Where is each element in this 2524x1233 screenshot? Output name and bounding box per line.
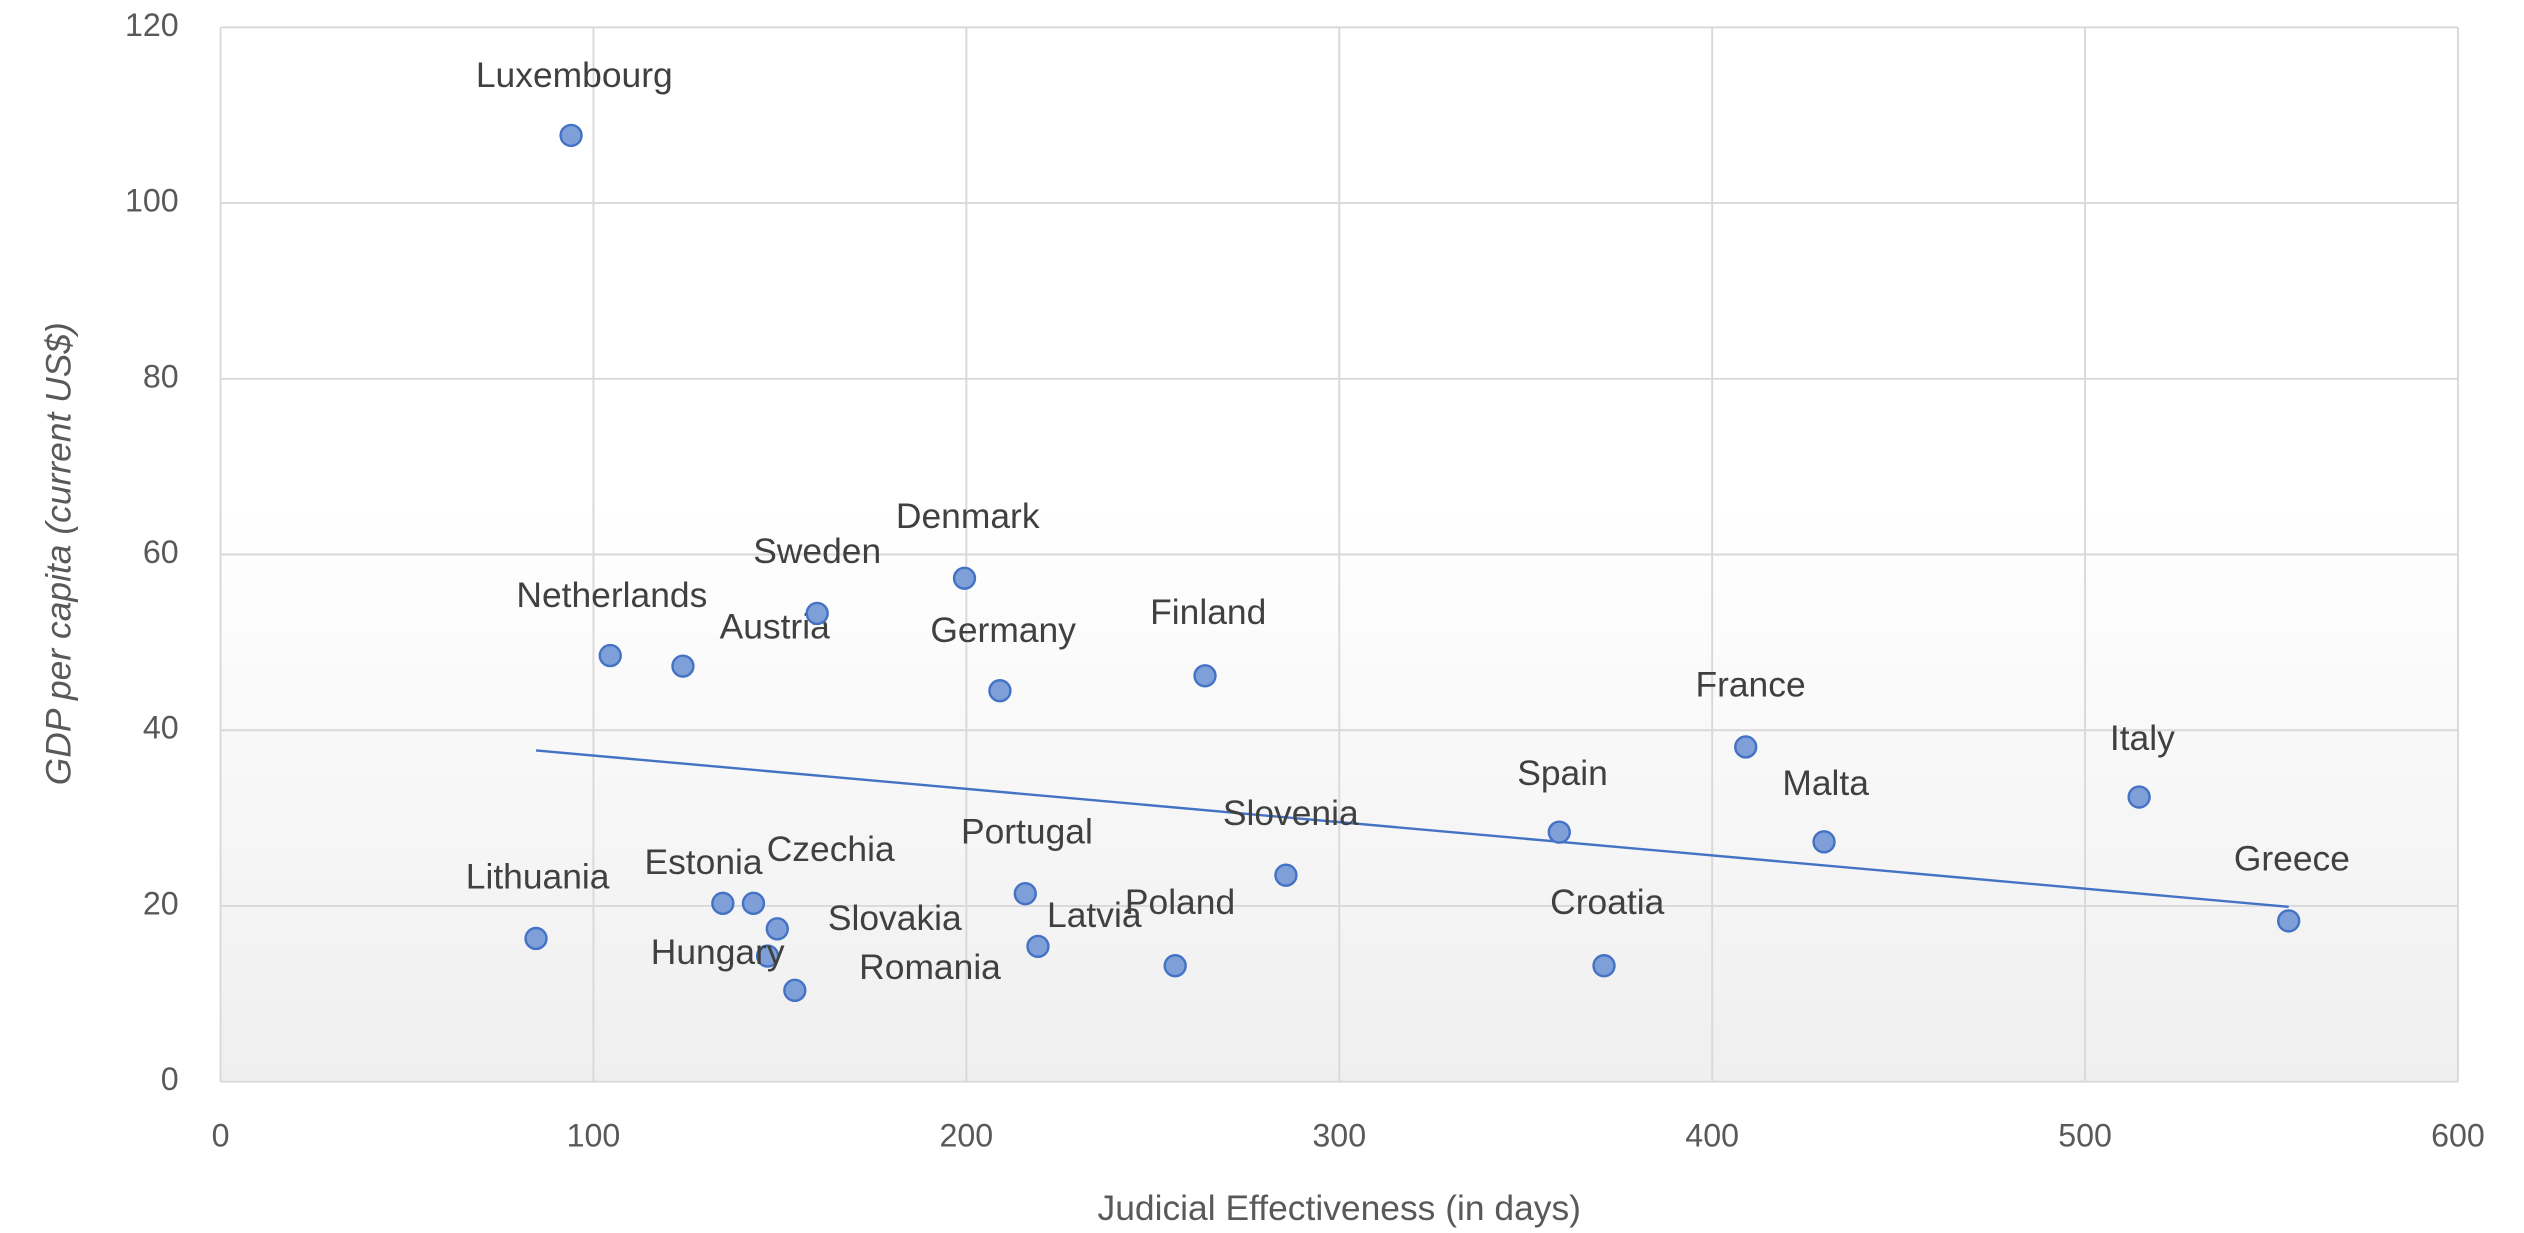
point-label: Latvia bbox=[1047, 895, 1142, 935]
point bbox=[783, 978, 807, 1002]
point bbox=[524, 926, 548, 951]
point-label: Slovenia bbox=[1223, 793, 1359, 833]
point bbox=[711, 891, 735, 916]
y-tick-label: 0 bbox=[161, 1061, 179, 1097]
point bbox=[559, 123, 583, 148]
point-label: Hungary bbox=[651, 932, 785, 972]
point-label: Poland bbox=[1125, 882, 1235, 922]
y-tick-label: 20 bbox=[143, 885, 179, 921]
point bbox=[1013, 882, 1037, 906]
point-label: Italy bbox=[2110, 718, 2175, 758]
point-label: Luxembourg bbox=[476, 55, 673, 95]
point-label: Greece bbox=[2234, 839, 2350, 879]
point bbox=[598, 643, 622, 668]
point-label: Croatia bbox=[1550, 882, 1664, 922]
point bbox=[1812, 830, 1836, 854]
point-label: Estonia bbox=[644, 842, 762, 882]
point bbox=[1734, 735, 1758, 759]
point bbox=[755, 944, 780, 968]
x-tick-label: 100 bbox=[567, 1118, 621, 1154]
point bbox=[1274, 863, 1298, 887]
y-axis-title: GDP per capita (current US$) bbox=[39, 322, 79, 785]
x-axis-title: Judicial Effectiveness (in days) bbox=[1098, 1188, 1581, 1228]
y-tick-label: 80 bbox=[143, 358, 179, 394]
y-tick-label: 120 bbox=[125, 7, 179, 43]
x-tick-label: 400 bbox=[1685, 1118, 1739, 1154]
y-tick-label: 60 bbox=[143, 534, 179, 570]
point bbox=[1163, 954, 1187, 978]
point-label: Slovakia bbox=[828, 898, 962, 938]
point-label: Netherlands bbox=[516, 575, 707, 615]
point-label: France bbox=[1695, 665, 1805, 705]
point bbox=[1193, 664, 1217, 688]
point-label: Romania bbox=[859, 947, 1001, 987]
y-tick-label: 40 bbox=[143, 710, 179, 746]
y-tick-label: 100 bbox=[125, 183, 179, 219]
point bbox=[2127, 785, 2151, 809]
point-label: Finland bbox=[1150, 592, 1266, 632]
point-label: Sweden bbox=[753, 531, 881, 571]
x-tick-label: 600 bbox=[2431, 1118, 2485, 1154]
point bbox=[2277, 909, 2301, 933]
point-label: Malta bbox=[1782, 763, 1869, 803]
point bbox=[1026, 934, 1050, 959]
x-tick-label: 300 bbox=[1312, 1118, 1366, 1154]
point-label: Czechia bbox=[767, 829, 895, 869]
point-label: Portugal bbox=[961, 811, 1093, 851]
trendline bbox=[535, 749, 2289, 909]
point-label: Denmark bbox=[896, 496, 1040, 536]
point bbox=[1547, 820, 1571, 844]
point bbox=[765, 917, 789, 941]
x-tick-label: 500 bbox=[2058, 1118, 2112, 1154]
point bbox=[1592, 954, 1616, 978]
point bbox=[741, 891, 766, 916]
x-tick-label: 200 bbox=[939, 1118, 993, 1154]
point bbox=[988, 679, 1012, 703]
point bbox=[671, 654, 695, 678]
x-tick-label: 0 bbox=[212, 1118, 230, 1154]
point-label: Lithuania bbox=[466, 856, 610, 896]
point-label: Spain bbox=[1517, 753, 1608, 793]
point bbox=[805, 601, 829, 626]
point bbox=[952, 566, 977, 590]
point-label: Germany bbox=[930, 610, 1076, 650]
